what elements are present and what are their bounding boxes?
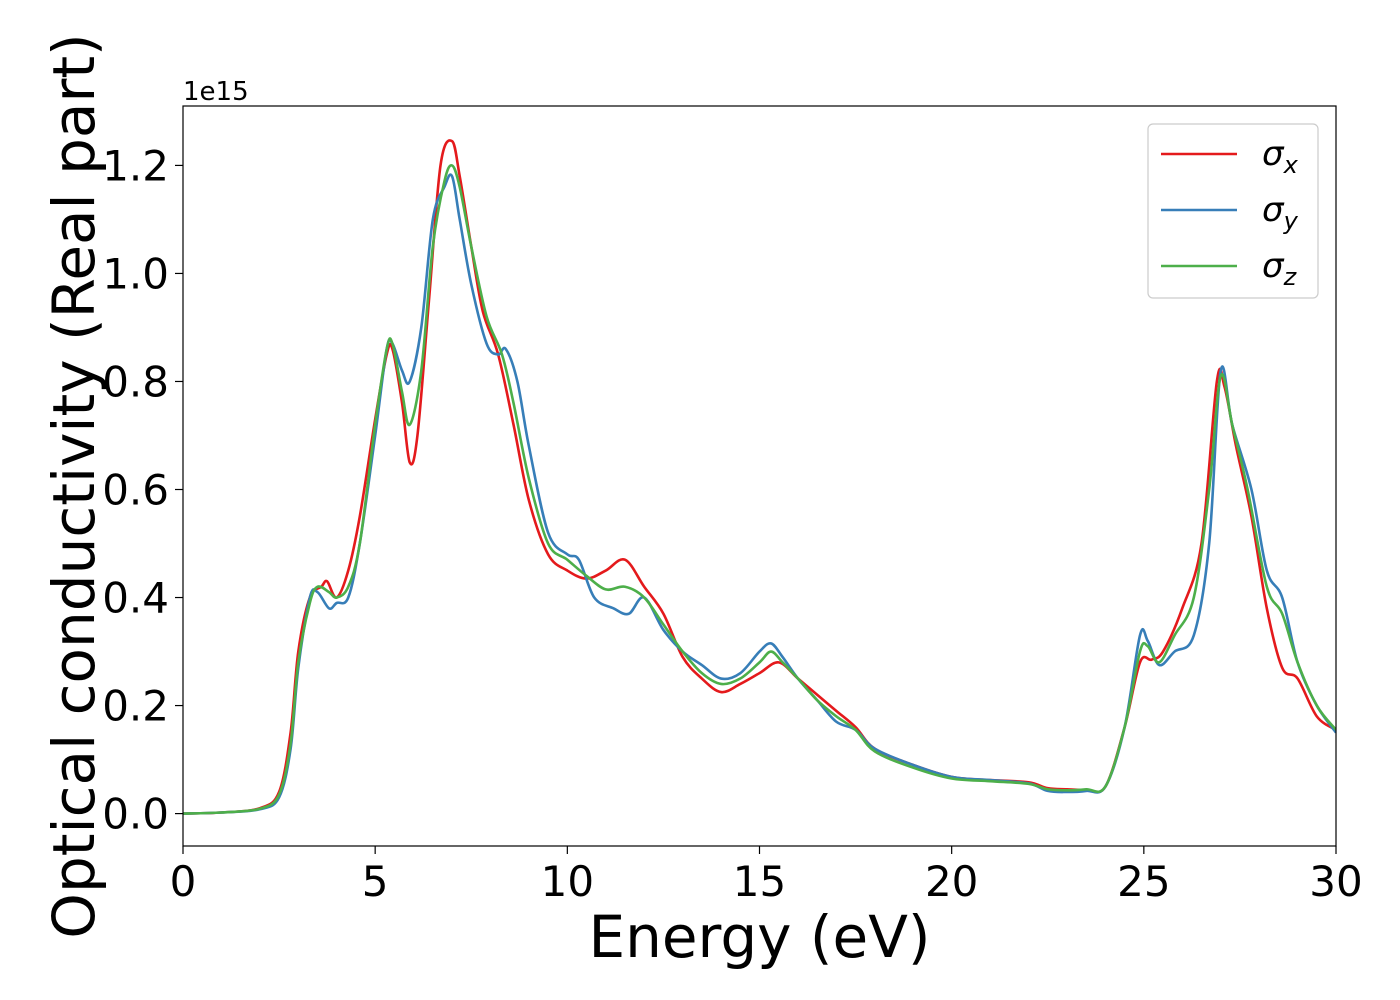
series-line-x xyxy=(183,139,1336,815)
x-tick-label: 20 xyxy=(925,857,978,906)
y-tick-label: 1.0 xyxy=(102,249,169,298)
y-offset-text: 1e15 xyxy=(183,77,249,107)
legend-label-z: σz xyxy=(1262,246,1298,291)
legend-label-x: σx xyxy=(1262,134,1299,179)
y-tick-label: 0.6 xyxy=(102,466,169,515)
y-tick-label: 1.2 xyxy=(102,141,169,190)
x-tick-label: 15 xyxy=(733,857,786,906)
y-tick-label: 0.2 xyxy=(102,682,169,731)
y-tick-label: 0.0 xyxy=(102,790,169,839)
legend: σx σy σz xyxy=(1147,123,1319,299)
x-axis: 0 5 10 15 20 25 30 xyxy=(170,846,1363,906)
y-tick-label: 0.8 xyxy=(102,357,169,406)
legend-label-y: σy xyxy=(1262,190,1299,235)
series-line-z xyxy=(183,164,1336,815)
x-tick-label: 10 xyxy=(541,857,594,906)
x-axis-label: Energy (eV) xyxy=(588,903,930,971)
y-axis: 0.0 0.2 0.4 0.6 0.8 1.0 1.2 xyxy=(102,141,183,839)
x-tick-label: 5 xyxy=(362,857,389,906)
x-tick-label: 30 xyxy=(1309,857,1362,906)
plot-area xyxy=(183,139,1336,815)
x-tick-label: 0 xyxy=(170,857,197,906)
y-axis-label: Optical conductivity (Real part) xyxy=(40,33,108,938)
y-tick-label: 0.4 xyxy=(102,574,169,623)
x-tick-label: 25 xyxy=(1117,857,1170,906)
